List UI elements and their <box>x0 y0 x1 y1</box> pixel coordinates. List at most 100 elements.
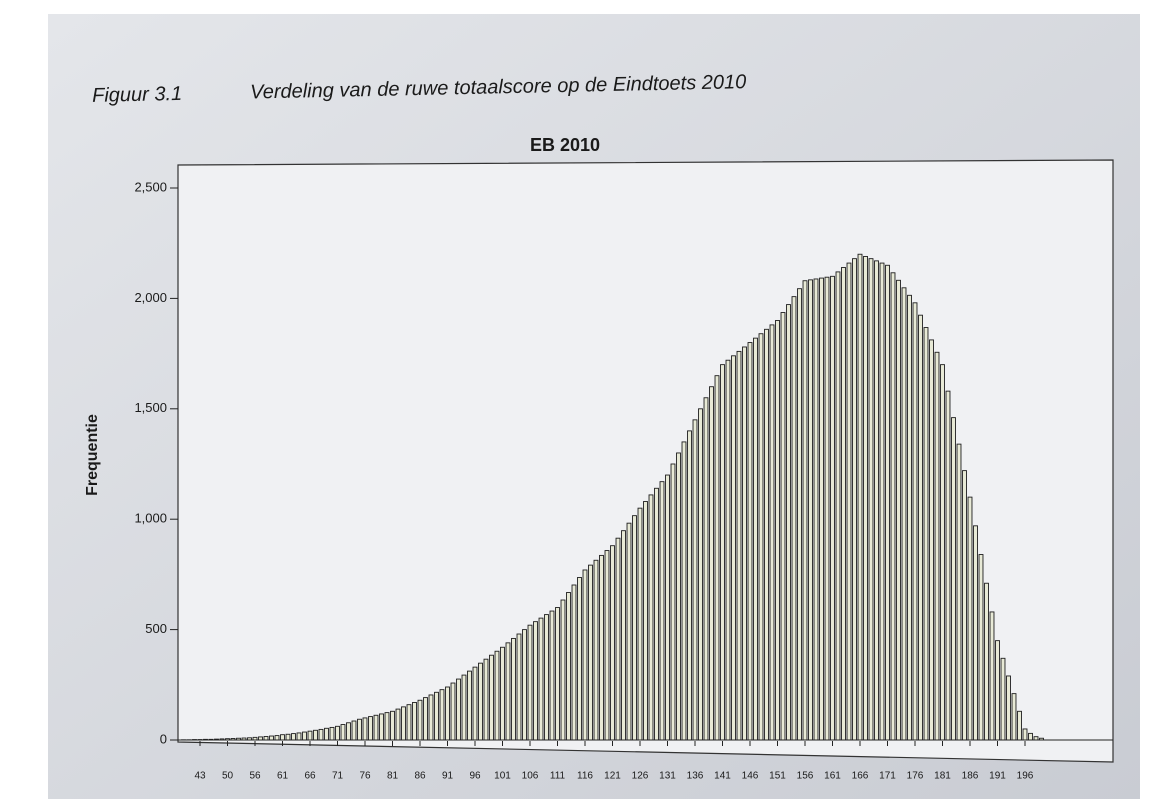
bar <box>930 340 934 740</box>
bar <box>688 431 692 740</box>
bar <box>528 625 532 740</box>
bar <box>1023 729 1027 740</box>
bar <box>622 531 626 740</box>
bar <box>880 263 884 740</box>
bar <box>512 638 516 740</box>
bar <box>919 315 923 740</box>
bar <box>517 634 521 740</box>
bar <box>1007 676 1011 740</box>
x-tick-label: 141 <box>714 771 731 782</box>
bar <box>429 695 433 740</box>
x-tick-label: 101 <box>494 771 511 782</box>
x-tick-label: 181 <box>934 771 951 782</box>
x-tick-label: 166 <box>852 771 869 782</box>
bar <box>754 338 758 740</box>
x-tick-label: 116 <box>577 771 593 782</box>
bar <box>297 733 301 740</box>
bar <box>748 343 752 740</box>
bar <box>495 651 499 740</box>
bar <box>704 398 708 740</box>
bar <box>336 726 340 740</box>
bar <box>325 728 329 740</box>
bar <box>809 280 813 740</box>
x-tick-label: 186 <box>962 771 979 782</box>
bar <box>435 692 439 740</box>
bar <box>484 659 488 740</box>
x-tick-label: 191 <box>989 771 1006 782</box>
bar <box>825 277 829 740</box>
bar <box>710 387 714 740</box>
bar <box>440 690 444 740</box>
bar <box>479 663 483 740</box>
x-tick-label: 171 <box>879 771 896 782</box>
x-tick-label: 81 <box>387 771 399 782</box>
x-tick-label: 56 <box>249 771 261 782</box>
bar <box>561 600 565 740</box>
bar <box>358 719 362 740</box>
bar <box>770 325 774 740</box>
bar <box>842 267 846 740</box>
bar <box>831 276 835 740</box>
bar <box>545 615 549 740</box>
bar <box>853 259 857 740</box>
bar <box>875 261 879 740</box>
bar <box>264 736 268 740</box>
y-tick-label: 0 <box>160 731 167 746</box>
bar <box>314 730 318 740</box>
bar <box>303 732 307 740</box>
bar <box>968 497 972 740</box>
bar <box>446 687 450 740</box>
bar <box>765 329 769 740</box>
bar <box>655 488 659 740</box>
x-tick-label: 161 <box>824 771 841 782</box>
bar <box>506 643 510 740</box>
bar <box>556 608 560 740</box>
bar <box>666 475 670 740</box>
bar <box>957 444 961 740</box>
bar <box>391 711 395 740</box>
bar <box>1029 733 1033 740</box>
bar <box>1001 658 1005 740</box>
bar <box>759 334 763 740</box>
bar <box>996 641 1000 740</box>
x-tick-label: 86 <box>414 771 426 782</box>
bar <box>292 734 296 740</box>
bar <box>633 516 637 740</box>
bar <box>550 611 554 740</box>
bar <box>979 555 983 740</box>
x-tick-label: 91 <box>442 771 454 782</box>
bar <box>974 526 978 740</box>
bar <box>281 735 285 740</box>
bar <box>699 409 703 740</box>
bar <box>660 482 664 740</box>
bar <box>803 281 807 740</box>
bar <box>583 570 587 740</box>
bar <box>644 502 648 740</box>
bar <box>814 279 818 740</box>
bar <box>534 622 538 740</box>
x-tick-label: 43 <box>194 771 206 782</box>
bar <box>539 618 543 740</box>
bar <box>858 254 862 740</box>
bar <box>319 729 323 740</box>
x-tick-label: 111 <box>550 771 566 782</box>
bar <box>671 464 675 740</box>
x-tick-label: 121 <box>604 771 621 782</box>
bar <box>380 714 384 740</box>
x-tick-label: 176 <box>907 771 924 782</box>
bar <box>787 305 791 740</box>
bar <box>798 289 802 740</box>
bar <box>352 721 356 740</box>
bar <box>413 702 417 740</box>
bar <box>369 717 373 740</box>
bar <box>682 442 686 740</box>
bar <box>627 523 631 740</box>
bar <box>363 718 367 740</box>
bar <box>457 679 461 740</box>
x-tick-label: 131 <box>659 771 676 782</box>
x-tick-label: 61 <box>277 771 289 782</box>
bar <box>743 347 747 740</box>
bar <box>462 675 466 740</box>
x-tick-label: 106 <box>522 771 539 782</box>
